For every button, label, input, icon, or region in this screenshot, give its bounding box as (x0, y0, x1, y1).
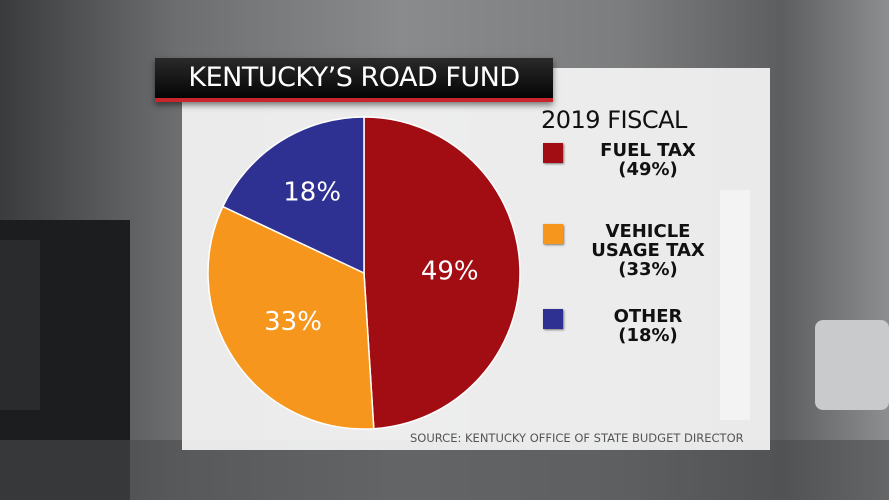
chart-title: KENTUCKY’S ROAD FUND (155, 58, 553, 102)
legend-label: FUEL TAX (49%) (583, 141, 713, 179)
legend-title: 2019 FISCAL (541, 106, 687, 134)
pie-slice-1 (207, 205, 375, 430)
legend-label: OTHER (18%) (583, 307, 713, 345)
legend-label-line: USAGE TAX (591, 240, 705, 261)
pie-slice-2 (221, 116, 365, 275)
legend-swatch (543, 143, 563, 163)
legend-label-line: VEHICLE (605, 221, 691, 242)
legend-swatch (543, 224, 563, 244)
legend-label: VEHICLE USAGE TAX (33%) (583, 222, 713, 279)
legend-label-line: (33%) (618, 259, 678, 280)
legend-label-line: (18%) (618, 325, 678, 346)
legend-swatch (543, 309, 563, 329)
legend-label-line: FUEL TAX (600, 140, 696, 161)
slice-data-label: 18% (283, 177, 341, 207)
source-note: SOURCE: KENTUCKY OFFICE OF STATE BUDGET … (410, 431, 744, 445)
slice-data-label: 49% (421, 256, 479, 286)
legend-label-line: OTHER (613, 306, 683, 327)
legend-label-line: (49%) (618, 159, 678, 180)
slice-data-label: 33% (264, 307, 322, 337)
pie-slice-0 (363, 116, 521, 430)
